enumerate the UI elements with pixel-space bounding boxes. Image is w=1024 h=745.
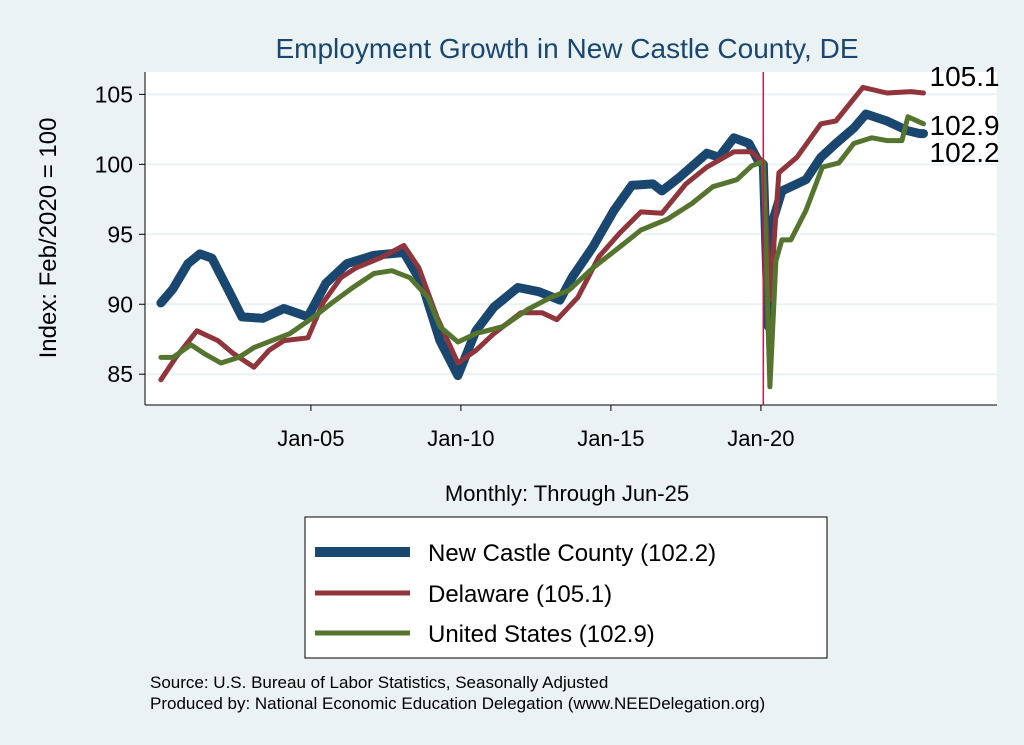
y-tick-label: 90 (107, 291, 133, 317)
x-axis-title: Monthly: Through Jun-25 (445, 481, 689, 506)
x-tick-label: Jan-15 (577, 426, 644, 451)
legend-label-united-states: United States (102.9) (428, 621, 655, 648)
source-note: Source: U.S. Bureau of Labor Statistics,… (150, 673, 608, 692)
series-line-delaware (158, 84, 926, 383)
series-line-united-states (158, 114, 926, 390)
legend: New Castle County (102.2) Delaware (105.… (304, 516, 828, 659)
end-value-label: 102.9 (930, 110, 1000, 141)
y-tick-label: 105 (95, 81, 133, 107)
y-tick-label: 85 (107, 361, 133, 387)
legend-label-delaware: Delaware (105.1) (428, 581, 612, 608)
y-axis-title: Index: Feb/2020 = 100 (35, 118, 62, 359)
x-tick-label: Jan-10 (427, 426, 494, 451)
y-tick-label: 100 (95, 151, 133, 177)
axes: 85 90 95 100 105 Jan-05 Jan-10 Jan-15 Jan-20 (95, 72, 997, 451)
end-value-label: 105.1 (930, 61, 1000, 92)
end-value-label: 102.2 (930, 137, 1000, 168)
produced-by-note: Produced by: National Economic Education… (150, 694, 765, 713)
x-tick-label: Jan-20 (727, 426, 794, 451)
legend-label-new-castle: New Castle County (102.2) (428, 540, 716, 567)
y-tick-label: 95 (107, 221, 133, 247)
x-tick-label: Jan-05 (277, 426, 344, 451)
chart-title: Employment Growth in New Castle County, … (275, 33, 858, 64)
plot-area (145, 72, 997, 405)
series-lines: 102.2 105.1 102.9 (156, 61, 1000, 405)
series-line-new-castle (156, 109, 928, 381)
